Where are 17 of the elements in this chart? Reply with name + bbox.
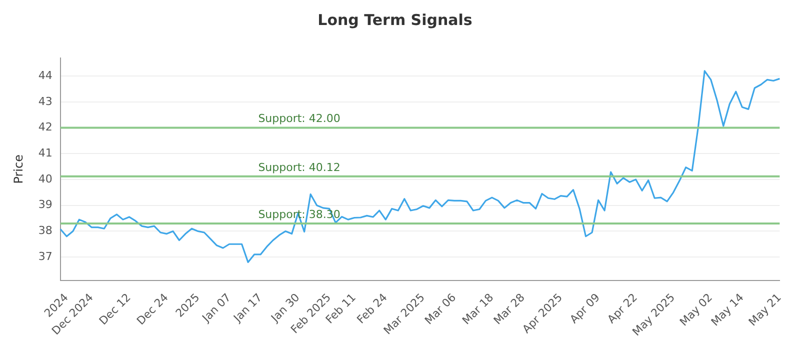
y-tick-label: 41 — [38, 146, 52, 160]
x-tick-label: Dec 24 — [134, 290, 171, 328]
y-tick-label: 37 — [38, 250, 52, 263]
y-tick-label: 38 — [38, 224, 52, 238]
y-tick-label: 43 — [38, 94, 52, 108]
y-tick-label: 39 — [38, 198, 52, 212]
ref-line-label: Support: 40.12 — [258, 160, 340, 174]
y-tick-label: 40 — [38, 172, 52, 186]
y-tick-label: 44 — [38, 68, 52, 82]
x-tick-label: Apr 22 — [604, 290, 640, 326]
ref-line-label: Support: 42.00 — [258, 112, 340, 126]
x-tick-label: Apr 09 — [567, 290, 602, 326]
y-tick-label: 42 — [38, 120, 52, 134]
chart-title: Long Term Signals — [318, 10, 472, 29]
x-tick-label: Dec 12 — [96, 290, 134, 328]
y-axis-title: Price — [11, 154, 26, 184]
x-tick-label: Mar 06 — [422, 290, 459, 328]
